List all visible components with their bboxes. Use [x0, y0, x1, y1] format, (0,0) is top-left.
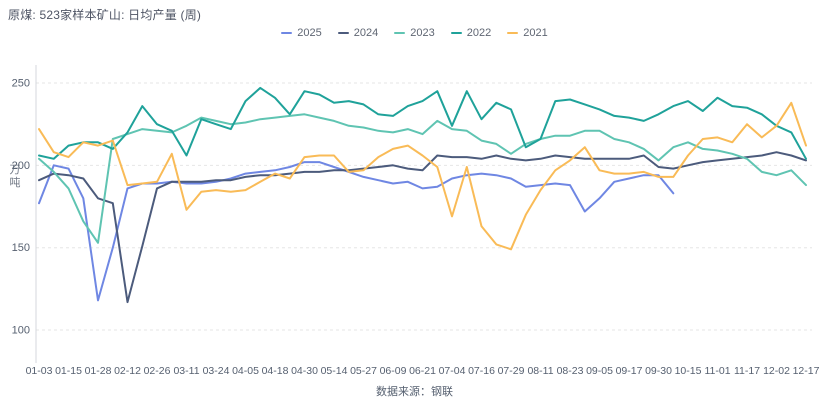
- y-tick-label: 250: [12, 78, 30, 90]
- legend-label: 2023: [410, 27, 435, 39]
- x-tick-label: 07-16: [468, 365, 495, 377]
- legend-swatch-icon: [394, 32, 406, 34]
- series-line-2023[interactable]: [38, 113, 807, 244]
- legend-item-2025[interactable]: 2025: [281, 27, 322, 39]
- x-tick-label: 11-17: [734, 365, 760, 377]
- legend-label: 2021: [523, 27, 548, 39]
- x-tick-label: 09-30: [645, 365, 672, 377]
- legend-swatch-icon: [507, 32, 519, 34]
- x-tick-label: 06-09: [380, 365, 407, 377]
- x-tick-label: 01-03: [26, 365, 53, 377]
- series-line-2022[interactable]: [38, 86, 807, 160]
- x-tick-label: 07-29: [498, 365, 525, 377]
- y-axis-unit-label: 万吨: [9, 164, 21, 189]
- y-tick-label: 200: [12, 160, 30, 172]
- legend-item-2023[interactable]: 2023: [394, 27, 435, 39]
- legend-item-2022[interactable]: 2022: [450, 27, 492, 39]
- legend-swatch-icon: [337, 32, 349, 34]
- x-tick-label: 06-21: [409, 365, 436, 377]
- x-tick-label: 05-27: [350, 365, 377, 377]
- data-source-note: 数据来源：钢联: [376, 386, 453, 398]
- x-tick-label: 05-14: [321, 365, 348, 377]
- legend-item-2024[interactable]: 2024: [337, 27, 379, 39]
- x-tick-label: 03-24: [203, 365, 230, 377]
- x-tick-label: 02-12: [114, 365, 141, 377]
- legend-item-2021[interactable]: 2021: [507, 27, 548, 39]
- series-line-2024[interactable]: [38, 151, 807, 304]
- legend-swatch-icon: [450, 32, 462, 34]
- legend-label: 2024: [353, 27, 379, 39]
- series-line-2021[interactable]: [38, 101, 807, 251]
- x-tick-label: 10-15: [675, 365, 702, 377]
- chart-title: 原煤: 523家样本矿山: 日均产量 (周): [8, 8, 202, 22]
- legend-label: 2022: [466, 27, 492, 39]
- x-tick-label: 12-02: [763, 365, 790, 377]
- x-tick-label: 01-28: [85, 365, 112, 377]
- x-tick-label: 11-01: [704, 365, 730, 377]
- x-tick-label: 09-05: [586, 365, 613, 377]
- x-tick-label: 09-17: [616, 365, 643, 377]
- legend-swatch-icon: [281, 32, 293, 34]
- x-tick-label: 04-18: [262, 365, 289, 377]
- x-tick-label: 08-11: [527, 365, 553, 377]
- x-tick-label: 01-15: [55, 365, 82, 377]
- y-tick-label: 100: [12, 325, 30, 337]
- y-tick-label: 150: [12, 242, 30, 254]
- x-tick-label: 03-11: [173, 365, 199, 377]
- legend-label: 2025: [297, 27, 322, 39]
- x-tick-label: 04-05: [232, 365, 259, 377]
- x-tick-label: 12-17: [793, 365, 820, 377]
- x-tick-label: 02-26: [144, 365, 171, 377]
- x-tick-label: 04-30: [291, 365, 318, 377]
- x-tick-label: 08-23: [557, 365, 584, 377]
- x-tick-label: 07-04: [439, 365, 466, 377]
- legend: 2025 2024 2023 2022 2021: [0, 27, 829, 39]
